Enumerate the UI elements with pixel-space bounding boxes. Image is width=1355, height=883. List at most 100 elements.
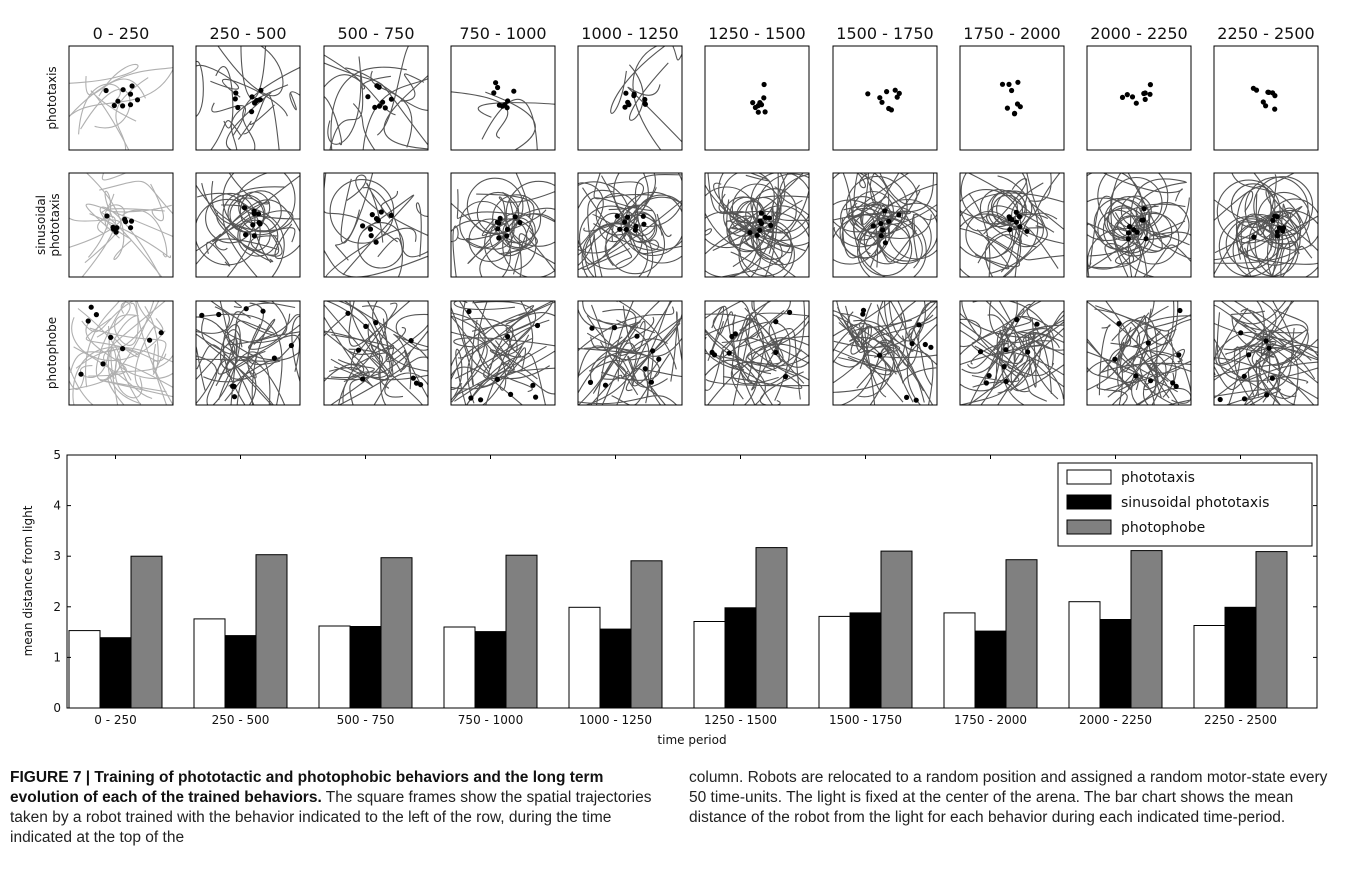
trajectory-panel	[959, 172, 1065, 278]
column-header: 2000 - 2250	[1090, 24, 1187, 43]
bar	[818, 615, 851, 709]
column-header: 1500 - 1750	[836, 24, 933, 43]
bar	[755, 547, 788, 709]
column-header: 250 - 500	[209, 24, 286, 43]
y-tick-label: 5	[53, 448, 61, 462]
x-axis: 0 - 250 250 - 500 500 - 750 750 - 1000 1000 …	[94, 455, 1277, 727]
plot-frame	[66, 454, 1318, 709]
trajectory-panel	[195, 300, 301, 406]
bar	[68, 630, 101, 709]
trajectory-panel	[577, 172, 683, 278]
x-tick-label: 1500 - 1750	[829, 713, 902, 727]
x-tick-label: 1750 - 2000	[954, 713, 1027, 727]
row-label: phototaxis	[45, 66, 59, 129]
column-header: 1250 - 1500	[708, 24, 805, 43]
x-tick-label: 1250 - 1500	[704, 713, 777, 727]
trajectory-panel	[450, 300, 556, 406]
trajectory-panel	[704, 172, 810, 278]
bar	[1255, 551, 1288, 709]
trajectory-panel	[832, 45, 938, 151]
bar	[318, 625, 351, 709]
trajectory-panel	[832, 300, 938, 406]
trajectory-panel	[1086, 45, 1192, 151]
column-header: 750 - 1000	[459, 24, 546, 43]
y-tick-label: 0	[53, 701, 61, 715]
trajectory-panel	[323, 300, 429, 406]
column-header: 1000 - 1250	[581, 24, 678, 43]
legend-label: sinusoidal phototaxis	[1121, 495, 1269, 511]
trajectory-panel	[704, 45, 810, 151]
trajectory-panel	[577, 300, 683, 406]
x-tick-label: 750 - 1000	[458, 713, 523, 727]
bar	[880, 550, 913, 709]
y-tick-label: 2	[53, 600, 61, 614]
x-tick-label: 2250 - 2500	[1204, 713, 1277, 727]
bar	[130, 555, 163, 709]
column-header: 0 - 250	[93, 24, 150, 43]
trajectory-panel	[195, 45, 301, 151]
bar	[724, 607, 757, 709]
column-header: 2250 - 2500	[1217, 24, 1314, 43]
trajectory-panel	[68, 172, 174, 278]
x-tick-label: 2000 - 2250	[1079, 713, 1152, 727]
bar	[443, 626, 476, 709]
column-headers: 0 - 250 250 - 500 500 - 750 750 - 1000 1000 …	[93, 24, 1315, 43]
trajectory-panel	[832, 172, 938, 278]
x-tick-label: 250 - 500	[212, 713, 270, 727]
trajectory-panel	[450, 45, 556, 151]
trajectory-panel	[1086, 172, 1192, 278]
bar	[1224, 606, 1257, 709]
trajectory-panel	[323, 45, 429, 151]
x-tick-label: 1000 - 1250	[579, 713, 652, 727]
caption-title: FIGURE 7 | Training of phototactic and p…	[10, 769, 604, 806]
row-label: phototaxis	[48, 193, 62, 256]
trajectory-panel	[959, 45, 1065, 151]
y-axis-label: mean distance from light	[21, 505, 35, 656]
trajectory-panel	[704, 300, 810, 406]
trajectory-panel	[1086, 300, 1192, 406]
x-tick-label: 0 - 250	[94, 713, 137, 727]
bar	[630, 560, 663, 709]
bar	[599, 628, 632, 709]
bar	[224, 635, 257, 709]
bar	[474, 631, 507, 709]
bar	[349, 626, 382, 709]
caption-body-left: The square frames show the spatial traje…	[10, 789, 652, 846]
y-tick-label: 4	[53, 499, 61, 513]
bar	[1099, 619, 1132, 709]
legend-label: photophobe	[1121, 520, 1205, 536]
figure-graphic: 0 - 250 250 - 500 500 - 750 750 - 1000 1000 …	[21, 24, 1319, 747]
caption-right: column. Robots are relocated to a random…	[689, 768, 1329, 828]
trajectory-panel	[1213, 300, 1319, 406]
y-axis: 0 1 2 3 4 5	[53, 448, 1317, 715]
x-tick-label: 500 - 750	[337, 713, 395, 727]
trajectory-panel	[1213, 172, 1319, 278]
row-label: photophobe	[45, 317, 59, 389]
y-tick-label: 1	[53, 650, 61, 664]
bar-chart: 0 1 2 3 4 5 0 - 250 250 - 500 500 - 750 750 - 10…	[21, 448, 1318, 747]
bar	[1005, 559, 1038, 709]
trajectory-panel	[68, 45, 174, 151]
bar	[193, 618, 226, 709]
caption-left: FIGURE 7 | Training of phototactic and p…	[10, 768, 652, 848]
bar	[974, 630, 1007, 709]
legend-swatch	[1066, 469, 1112, 485]
trajectory-panel	[1213, 45, 1319, 151]
trajectory-panel	[195, 172, 301, 278]
bar	[99, 637, 132, 709]
bar	[849, 612, 882, 709]
bar	[943, 612, 976, 709]
trajectory-panel	[68, 300, 174, 406]
trajectory-panel	[577, 45, 683, 151]
legend-swatch	[1066, 494, 1112, 510]
trajectory-panel-grid	[68, 45, 1319, 406]
column-header: 500 - 750	[337, 24, 414, 43]
legend: phototaxis sinusoidal phototaxis photophob…	[1057, 462, 1313, 547]
bar	[1068, 601, 1101, 709]
trajectory-panel	[959, 300, 1065, 406]
trajectory-panel	[450, 172, 556, 278]
bar	[505, 554, 538, 709]
caption-body-right: column. Robots are relocated to a random…	[689, 769, 1328, 826]
bar	[380, 557, 413, 709]
